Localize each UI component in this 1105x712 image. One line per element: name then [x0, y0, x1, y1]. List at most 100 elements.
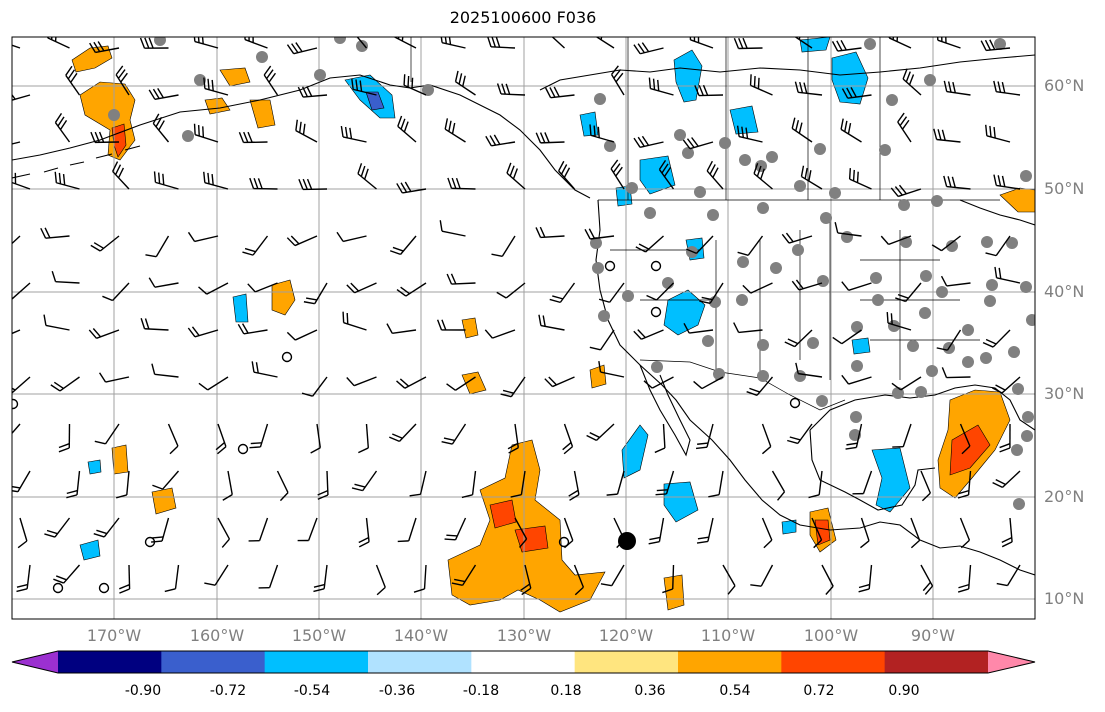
- wind-barb-feather: [846, 442, 858, 446]
- wind-barb-feather: [54, 37, 57, 42]
- warm-region-tropical-big: [447, 439, 606, 613]
- wind-barb-feather: [840, 118, 844, 130]
- wind-barb-feather: [295, 119, 298, 131]
- warm-region-gulf-core: [949, 424, 991, 476]
- wind-barb-feather: [89, 42, 97, 53]
- coastline-gulf: [809, 384, 1035, 431]
- wind-barb-feather: [637, 43, 645, 54]
- wind-barb-staff: [837, 232, 862, 237]
- wind-barb-feather: [539, 132, 546, 143]
- wind-barb-feather: [286, 44, 295, 55]
- wind-barb-feather: [351, 487, 363, 492]
- wind-barb-feather: [841, 88, 849, 99]
- wind-barb-feather: [589, 346, 601, 351]
- wind-barb-staff: [312, 376, 328, 397]
- wind-barb-staff: [941, 235, 961, 252]
- wind-barb-feather: [698, 85, 704, 96]
- wind-barb-feather: [998, 267, 1002, 279]
- wind-barb-feather: [301, 392, 313, 397]
- wind-barb-staff: [12, 44, 21, 49]
- wind-barb-feather: [890, 313, 893, 325]
- wind-barb-feather: [800, 165, 805, 177]
- wind-barb-feather: [737, 251, 749, 256]
- wind-barb-feather: [193, 37, 196, 42]
- wind-barb-feather: [985, 252, 997, 257]
- wind-barb-feather: [441, 441, 453, 445]
- wind-barb-feather: [144, 37, 150, 49]
- wind-barb-feather: [742, 37, 748, 49]
- wind-barb-feather: [760, 168, 765, 180]
- lat-label-50: 50°N: [1044, 179, 1085, 198]
- wind-barb-feather: [268, 72, 276, 83]
- wind-barb-staff: [342, 235, 367, 243]
- wind-barb-feather: [957, 588, 969, 593]
- wind-barb-staff: [750, 282, 773, 294]
- wind-barb-feather: [560, 164, 568, 175]
- lat-label-30: 30°N: [1044, 384, 1085, 403]
- wind-barb-feather: [251, 361, 255, 373]
- wind-barb-feather: [12, 392, 13, 393]
- cool-region-mexico3: [851, 337, 871, 355]
- wind-barb-feather: [263, 65, 272, 76]
- cool-region-trop1: [79, 539, 101, 561]
- wind-barb-feather: [657, 79, 660, 91]
- warm-region-gulf-ak2: [249, 99, 276, 129]
- wind-barb-feather: [90, 244, 101, 252]
- wind-barb-feather: [808, 494, 820, 499]
- wind-barb-feather: [112, 161, 119, 172]
- wind-barb-feather: [207, 78, 210, 90]
- wind-barb-feather: [65, 65, 73, 76]
- wind-barb-feather: [761, 446, 772, 455]
- wind-barb-feather: [117, 69, 126, 79]
- wind-barb-feather: [589, 431, 600, 439]
- cool-region-nwt1: [673, 49, 703, 103]
- wind-barb-feather: [443, 437, 455, 442]
- wind-barb-feather: [439, 220, 443, 232]
- wind-barb-feather: [538, 314, 542, 326]
- wind-barb-feather: [791, 117, 796, 129]
- cool-region-yukon-core: [365, 91, 385, 111]
- wind-barb-staff: [194, 235, 219, 243]
- wind-barb-feather: [637, 329, 646, 339]
- wind-barb-feather: [648, 540, 660, 545]
- wind-barb-feather: [360, 165, 366, 177]
- wind-barb-staff: [520, 470, 526, 495]
- wind-barb-feather: [691, 137, 699, 147]
- wind-barb-feather: [995, 384, 1006, 391]
- wind-barb-feather: [896, 37, 899, 42]
- wind-barb-feather: [152, 536, 164, 539]
- wind-barb-staff: [995, 235, 1011, 257]
- wind-barb-feather: [781, 233, 790, 244]
- wind-barb-feather: [999, 447, 1011, 453]
- wind-barb-feather: [198, 286, 208, 295]
- wind-barb-feather: [600, 37, 603, 40]
- wind-barb-staff: [268, 564, 279, 588]
- wind-barb-feather: [856, 171, 859, 183]
- map-frame: [11, 36, 1036, 620]
- wind-barb-feather: [825, 585, 834, 595]
- wind-barb-staff: [798, 372, 823, 378]
- wind-barb-feather: [446, 383, 456, 391]
- wind-barb-feather: [0, 247, 2, 252]
- wind-barb-feather: [894, 186, 903, 196]
- wind-barb-feather: [96, 529, 108, 535]
- coastlines: [12, 54, 1035, 576]
- wind-barb-feather: [952, 81, 956, 93]
- wind-barb-staff: [455, 376, 476, 391]
- wind-barb-feather: [564, 539, 574, 549]
- wind-barb-feather: [392, 433, 403, 439]
- wind-barb-staff: [392, 329, 417, 334]
- wind-barb-feather: [897, 112, 905, 123]
- wind-barb-feather: [840, 39, 847, 51]
- wind-barb-feather: [401, 37, 404, 42]
- wind-barb-feather: [836, 40, 843, 51]
- wind-barb-feather: [505, 83, 511, 95]
- wind-barb-feather: [358, 536, 369, 544]
- warm-region-tropical-core1: [489, 499, 517, 529]
- wind-barb-feather: [53, 578, 64, 584]
- wind-barb-feather: [346, 377, 355, 387]
- wind-barb-feather: [247, 131, 253, 143]
- wind-barb-staff: [818, 470, 823, 495]
- wind-barb-staff: [492, 329, 516, 339]
- wind-barb-feather: [847, 122, 852, 135]
